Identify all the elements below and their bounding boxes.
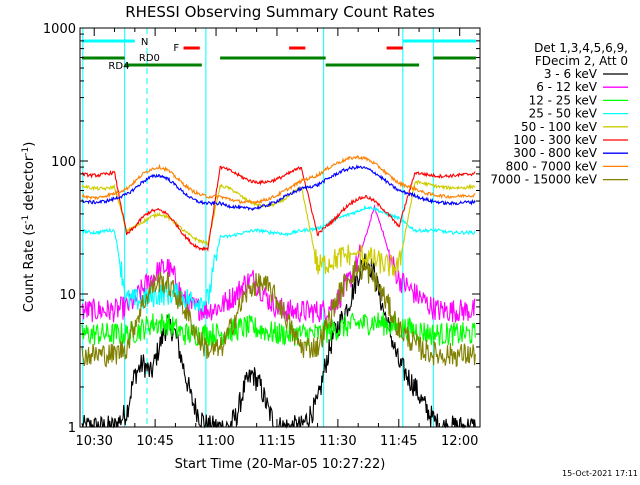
x-tick-label: 10:45 (136, 434, 173, 449)
x-tick-label: 10:30 (75, 434, 112, 449)
legend-label: 12 - 25 keV (529, 93, 598, 107)
legend-label: 6 - 12 keV (536, 80, 598, 94)
series-line (81, 180, 476, 277)
legend-label: 50 - 100 keV (521, 120, 598, 134)
y-label-part2: detector (22, 155, 37, 215)
series-line (81, 165, 476, 253)
y-tick-label: 1 (68, 421, 76, 436)
y-tick-label: 1000 (43, 22, 76, 37)
annotation-label-rd0: RD0 (139, 53, 160, 64)
x-tick-label: 11:45 (380, 434, 417, 449)
series-line (81, 312, 476, 347)
y-label-sup1: -1 (21, 215, 31, 224)
x-tick-label: 12:00 (441, 434, 478, 449)
y-label-sup2: -1 (21, 147, 31, 156)
series-line (81, 204, 476, 323)
x-tick-label: 11:15 (258, 434, 295, 449)
annotation-label-f: F (173, 43, 179, 54)
series-line (81, 164, 476, 211)
legend-header: Det 1,3,4,5,6,9, (534, 41, 628, 55)
chart-title: RHESSI Observing Summary Count Rates (125, 3, 435, 21)
annotation-label-rd4: RD4 (108, 61, 129, 72)
x-axis: 10:30 10:45 11:00 11:15 11:30 11:45 12:00 (75, 28, 481, 449)
legend-label: 300 - 800 keV (513, 146, 597, 160)
series-line (81, 259, 476, 368)
series-line (81, 154, 476, 205)
plot-frame (79, 27, 481, 428)
legend-label: 100 - 300 keV (513, 133, 597, 147)
legend-label: 7000 - 15000 keV (490, 173, 597, 187)
legend-label: 25 - 50 keV (529, 107, 598, 121)
y-label-part1: Count Rate (s (22, 224, 37, 313)
annotation-label-n: N (141, 37, 148, 48)
legend-label: 3 - 6 keV (544, 67, 598, 81)
y-tick-label: 10 (59, 288, 76, 303)
y-axis-label: Count Rate (s-1 detector-1) (21, 142, 37, 313)
y-tick-label: 100 (51, 155, 76, 170)
legend-label: 800 - 7000 keV (506, 159, 598, 173)
plot-area: N F RD0 RD4 (81, 28, 481, 430)
legend: Det 1,3,4,5,6,9,FDecim 2, Att 03 - 6 keV… (490, 41, 628, 187)
x-axis-label: Start Time (20-Mar-05 10:27:22) (175, 457, 386, 472)
x-tick-label: 11:00 (197, 434, 234, 449)
legend-header: FDecim 2, Att 0 (535, 54, 628, 68)
x-tick-label: 11:30 (319, 434, 356, 449)
footer-timestamp: 15-Oct-2021 17:11 (562, 469, 638, 478)
y-label-part3: ) (22, 142, 37, 147)
y-axis: 1 10 100 1000 (43, 22, 480, 436)
